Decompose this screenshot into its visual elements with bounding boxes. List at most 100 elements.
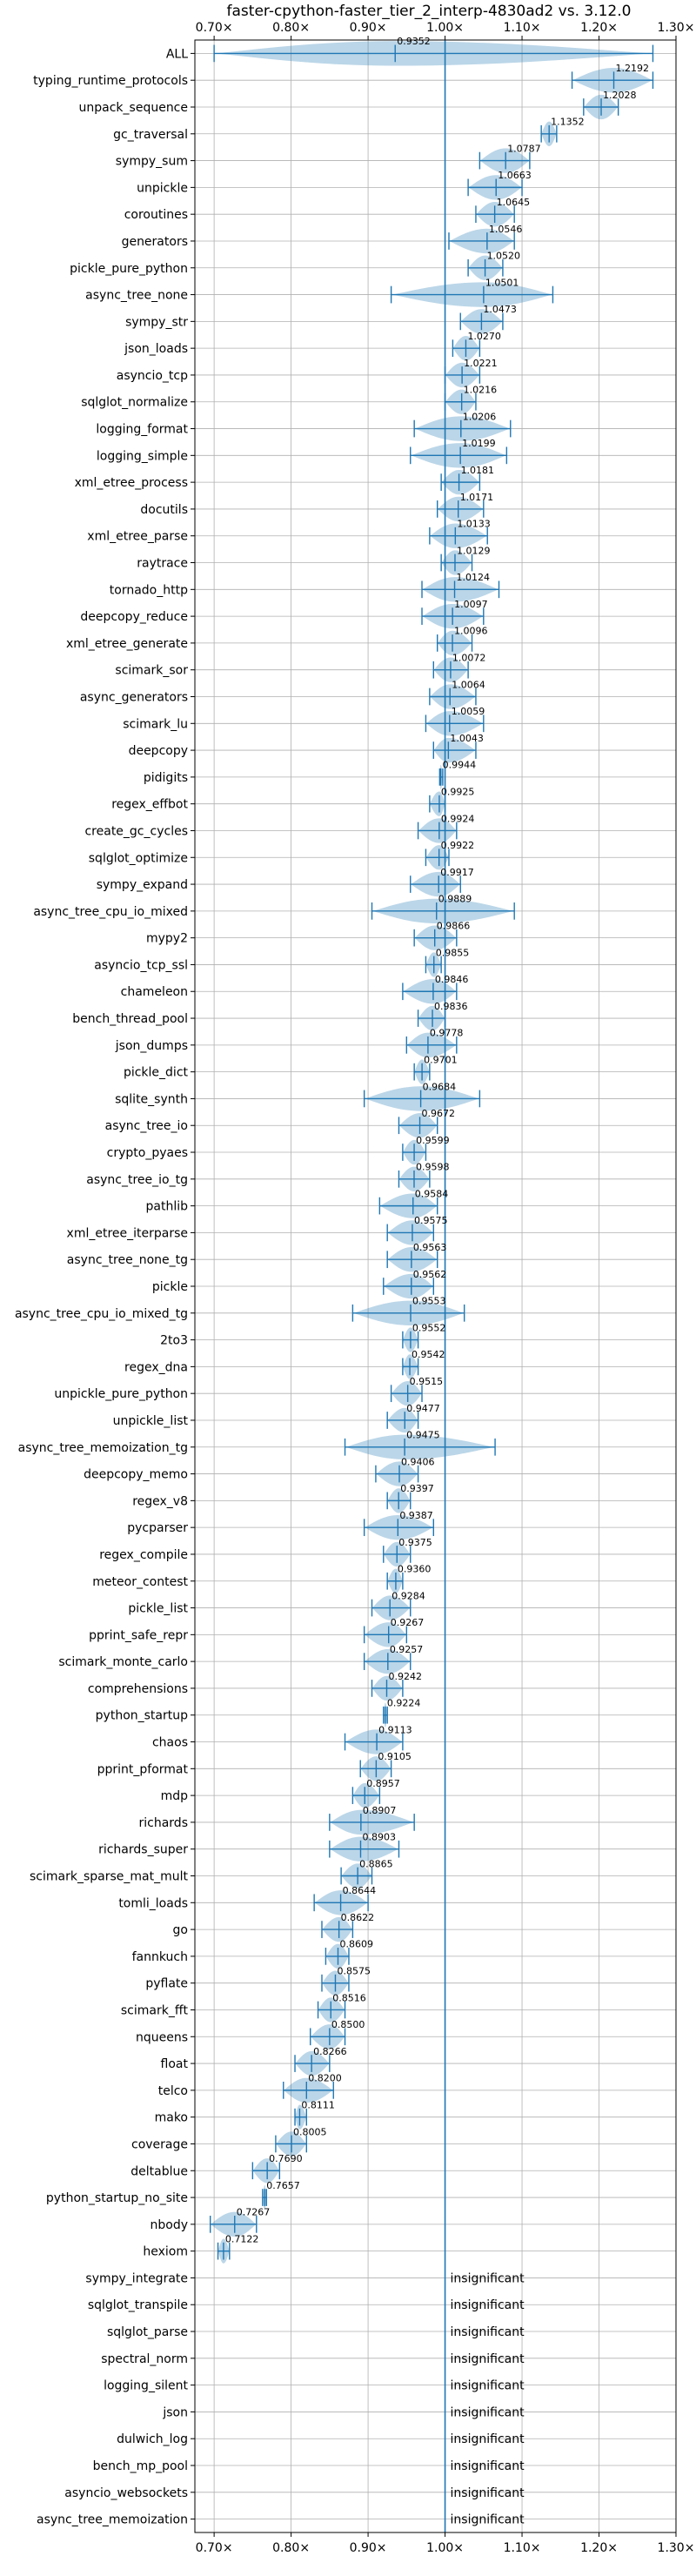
benchmark-label: async_generators <box>80 690 188 704</box>
insignificant-label: insignificant <box>451 2405 525 2419</box>
benchmark-label: mako <box>155 2111 188 2125</box>
value-label: 0.9105 <box>378 1751 412 1762</box>
benchmark-label: sqlglot_normalize <box>81 396 188 410</box>
value-label: 1.0171 <box>460 492 494 503</box>
value-label: 0.8609 <box>339 1939 373 1950</box>
value-label: 0.9267 <box>391 1617 425 1628</box>
benchmark-label: nbody <box>151 2218 189 2232</box>
benchmark-label: go <box>173 1923 188 1937</box>
benchmark-label: sqlglot_transpile <box>88 2298 188 2312</box>
value-label: 1.0473 <box>483 304 517 315</box>
value-label: 0.8111 <box>301 2100 335 2111</box>
benchmark-label: pickle_list <box>128 1602 188 1616</box>
value-label: 0.9866 <box>437 920 471 931</box>
x-tick-label-top: 1.00× <box>426 21 464 35</box>
value-label: 0.9284 <box>392 1590 425 1601</box>
value-label: 0.9598 <box>416 1162 450 1173</box>
benchmark-label: scimark_monte_carlo <box>58 1655 188 1669</box>
benchmark-label: bench_thread_pool <box>72 1012 188 1026</box>
value-label: 1.0221 <box>464 358 498 369</box>
value-label: 0.9562 <box>413 1269 447 1280</box>
x-tick-label-bottom: 0.90× <box>350 2541 387 2555</box>
value-label: 0.9672 <box>422 1108 456 1119</box>
value-label: 0.7690 <box>269 2153 303 2164</box>
x-tick-label-top: 1.30× <box>658 21 695 35</box>
benchmark-label: sqlite_synth <box>115 1092 188 1106</box>
value-label: 0.7267 <box>237 2207 271 2218</box>
value-label: 0.8865 <box>359 1858 393 1869</box>
benchmark-label: coroutines <box>124 208 188 222</box>
value-label: 0.9515 <box>410 1376 444 1387</box>
benchmark-label: pprint_safe_repr <box>89 1628 188 1642</box>
value-label: 1.1352 <box>551 117 585 128</box>
value-label: 1.0064 <box>452 679 485 690</box>
value-label: 1.0645 <box>497 197 531 208</box>
value-label: 0.8516 <box>332 1992 366 2003</box>
value-label: 0.9552 <box>412 1322 446 1333</box>
benchmark-label: coverage <box>131 2137 188 2151</box>
benchmark-label: logging_silent <box>104 2379 188 2393</box>
value-label: 0.9397 <box>400 1483 434 1494</box>
benchmark-label: deepcopy_memo <box>84 1468 188 1482</box>
value-label: 1.0096 <box>454 626 488 637</box>
benchmark-label: deltablue <box>130 2164 188 2178</box>
benchmark-label: sqlglot_parse <box>107 2325 188 2339</box>
value-label: 0.9575 <box>414 1215 448 1226</box>
benchmark-label: async_tree_cpu_io_mixed_tg <box>15 1307 188 1321</box>
value-label: 0.8575 <box>337 1966 371 1977</box>
value-label: 0.9846 <box>435 974 469 985</box>
benchmark-label: regex_dna <box>124 1360 188 1374</box>
value-label: 0.9836 <box>434 1001 468 1012</box>
value-label: 1.0059 <box>452 706 485 717</box>
benchmark-label: sqlglot_optimize <box>89 851 188 865</box>
value-label: 0.9553 <box>412 1296 445 1307</box>
x-tick-label-top: 0.70× <box>196 21 233 35</box>
benchmark-label: logging_simple <box>97 449 188 463</box>
x-tick-label-bottom: 1.30× <box>658 2541 695 2555</box>
value-label: 1.0133 <box>457 519 491 530</box>
value-label: 0.9542 <box>412 1349 445 1360</box>
value-label: 0.9224 <box>387 1698 421 1709</box>
value-label: 0.9944 <box>443 760 476 771</box>
value-label: 0.9889 <box>438 894 472 905</box>
benchmark-label: python_startup_no_site <box>46 2191 188 2205</box>
benchmark-label: nqueens <box>136 2030 188 2044</box>
benchmark-label: deepcopy <box>129 744 188 758</box>
benchmark-label: unpack_sequence <box>79 101 188 115</box>
benchmark-label: ALL <box>166 47 188 61</box>
benchmark-label: pickle_pure_python <box>70 262 188 276</box>
benchmark-label: pathlib <box>146 1200 189 1214</box>
insignificant-label: insignificant <box>451 2513 525 2527</box>
value-label: 0.9922 <box>441 840 475 851</box>
benchmark-label: mypy2 <box>146 932 188 946</box>
value-label: 0.9584 <box>415 1188 449 1199</box>
x-tick-label-top: 1.10× <box>504 21 541 35</box>
benchmark-label: sympy_sum <box>116 155 188 169</box>
value-label: 0.9352 <box>397 36 431 47</box>
insignificant-label: insignificant <box>451 2432 525 2446</box>
benchmark-label: python_startup <box>96 1709 188 1723</box>
benchmark-label: xml_etree_generate <box>66 637 188 651</box>
benchmark-label: asyncio_websockets <box>64 2486 188 2500</box>
benchmark-label: json_dumps <box>115 1039 188 1053</box>
value-label: 0.9387 <box>399 1510 433 1521</box>
benchmark-label: comprehensions <box>88 1682 188 1696</box>
value-label: 0.7122 <box>225 2233 259 2244</box>
value-label: 0.9563 <box>413 1242 447 1253</box>
value-label: 0.9375 <box>398 1537 432 1548</box>
value-label: 0.9599 <box>416 1135 450 1146</box>
axis-layer: 0.70× 0.70× 0.80× 0.80× 0.90× 0.90× 1.00× 1.00×… <box>15 21 695 2555</box>
benchmark-label: async_tree_none <box>85 289 188 303</box>
benchmark-label: 2to3 <box>160 1334 188 1348</box>
benchmark-label: async_tree_io_tg <box>86 1173 188 1187</box>
value-label: 0.8903 <box>362 1832 396 1843</box>
value-label: 0.9360 <box>398 1564 432 1575</box>
value-label: 0.9475 <box>406 1430 440 1441</box>
benchmark-label: scimark_sparse_mat_mult <box>30 1870 188 1884</box>
value-label: 0.8622 <box>341 1912 375 1923</box>
value-label: 0.8644 <box>343 1885 377 1896</box>
value-label: 0.9701 <box>424 1054 458 1065</box>
benchmark-label: logging_format <box>96 423 188 437</box>
benchmark-label: xml_etree_process <box>75 476 188 490</box>
value-label: 0.9855 <box>436 947 470 958</box>
